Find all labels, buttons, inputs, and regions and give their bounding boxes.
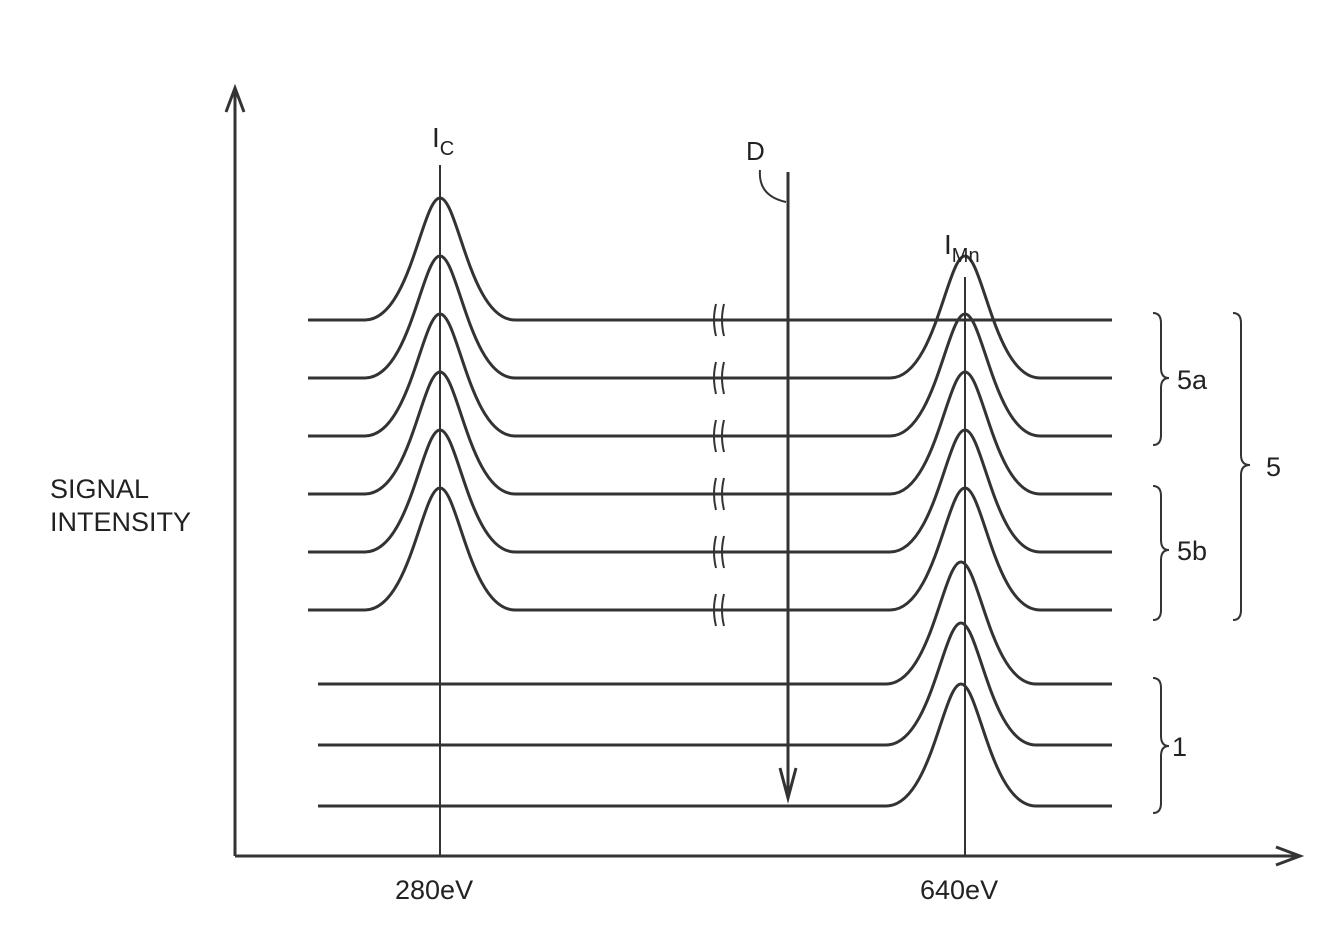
depth-direction-arrowhead <box>778 767 798 804</box>
spectrum-trace-layer5 <box>308 254 1112 380</box>
spectrum-trace-substrate <box>318 621 1112 747</box>
spectrum-trace-layer5 <box>308 370 1112 496</box>
spectrum-trace-layer5 <box>308 486 1112 612</box>
spectrum-trace-substrate <box>318 560 1112 686</box>
break-mark <box>713 361 725 395</box>
spectrum-trace-layer5 <box>308 196 1112 322</box>
mn-peak-label: IMn <box>944 229 980 267</box>
group-label-1: 1 <box>1172 732 1187 762</box>
break-mark <box>713 303 725 337</box>
group-label-5: 5 <box>1266 452 1281 482</box>
spectrum-trace-substrate <box>318 682 1112 808</box>
spectrum-trace-layer5 <box>308 428 1112 554</box>
axis-break-marks <box>713 303 725 627</box>
direction-label: D <box>746 136 765 166</box>
y-axis-arrowhead <box>224 83 246 113</box>
direction-leader-line <box>758 169 787 203</box>
y-axis-label-line1: SIGNAL <box>50 474 149 504</box>
y-axis-label-line2: INTENSITY <box>50 507 191 537</box>
x-tick-640ev: 640eV <box>920 875 998 905</box>
brace-5a <box>1152 312 1170 446</box>
break-mark <box>713 419 725 453</box>
carbon-peak-label: IC <box>432 122 454 160</box>
break-mark <box>713 477 725 511</box>
brace-1 <box>1152 677 1170 814</box>
x-axis-arrowhead <box>1275 845 1305 867</box>
spectra-traces <box>308 196 1112 808</box>
group-label-5b: 5b <box>1177 536 1207 566</box>
x-tick-280ev: 280eV <box>395 875 473 905</box>
brace-5b <box>1152 485 1170 621</box>
break-mark <box>713 535 725 569</box>
brace-5 <box>1232 312 1251 621</box>
group-label-5a: 5a <box>1177 365 1208 395</box>
break-mark <box>713 593 725 627</box>
spectrum-trace-layer5 <box>308 312 1112 438</box>
